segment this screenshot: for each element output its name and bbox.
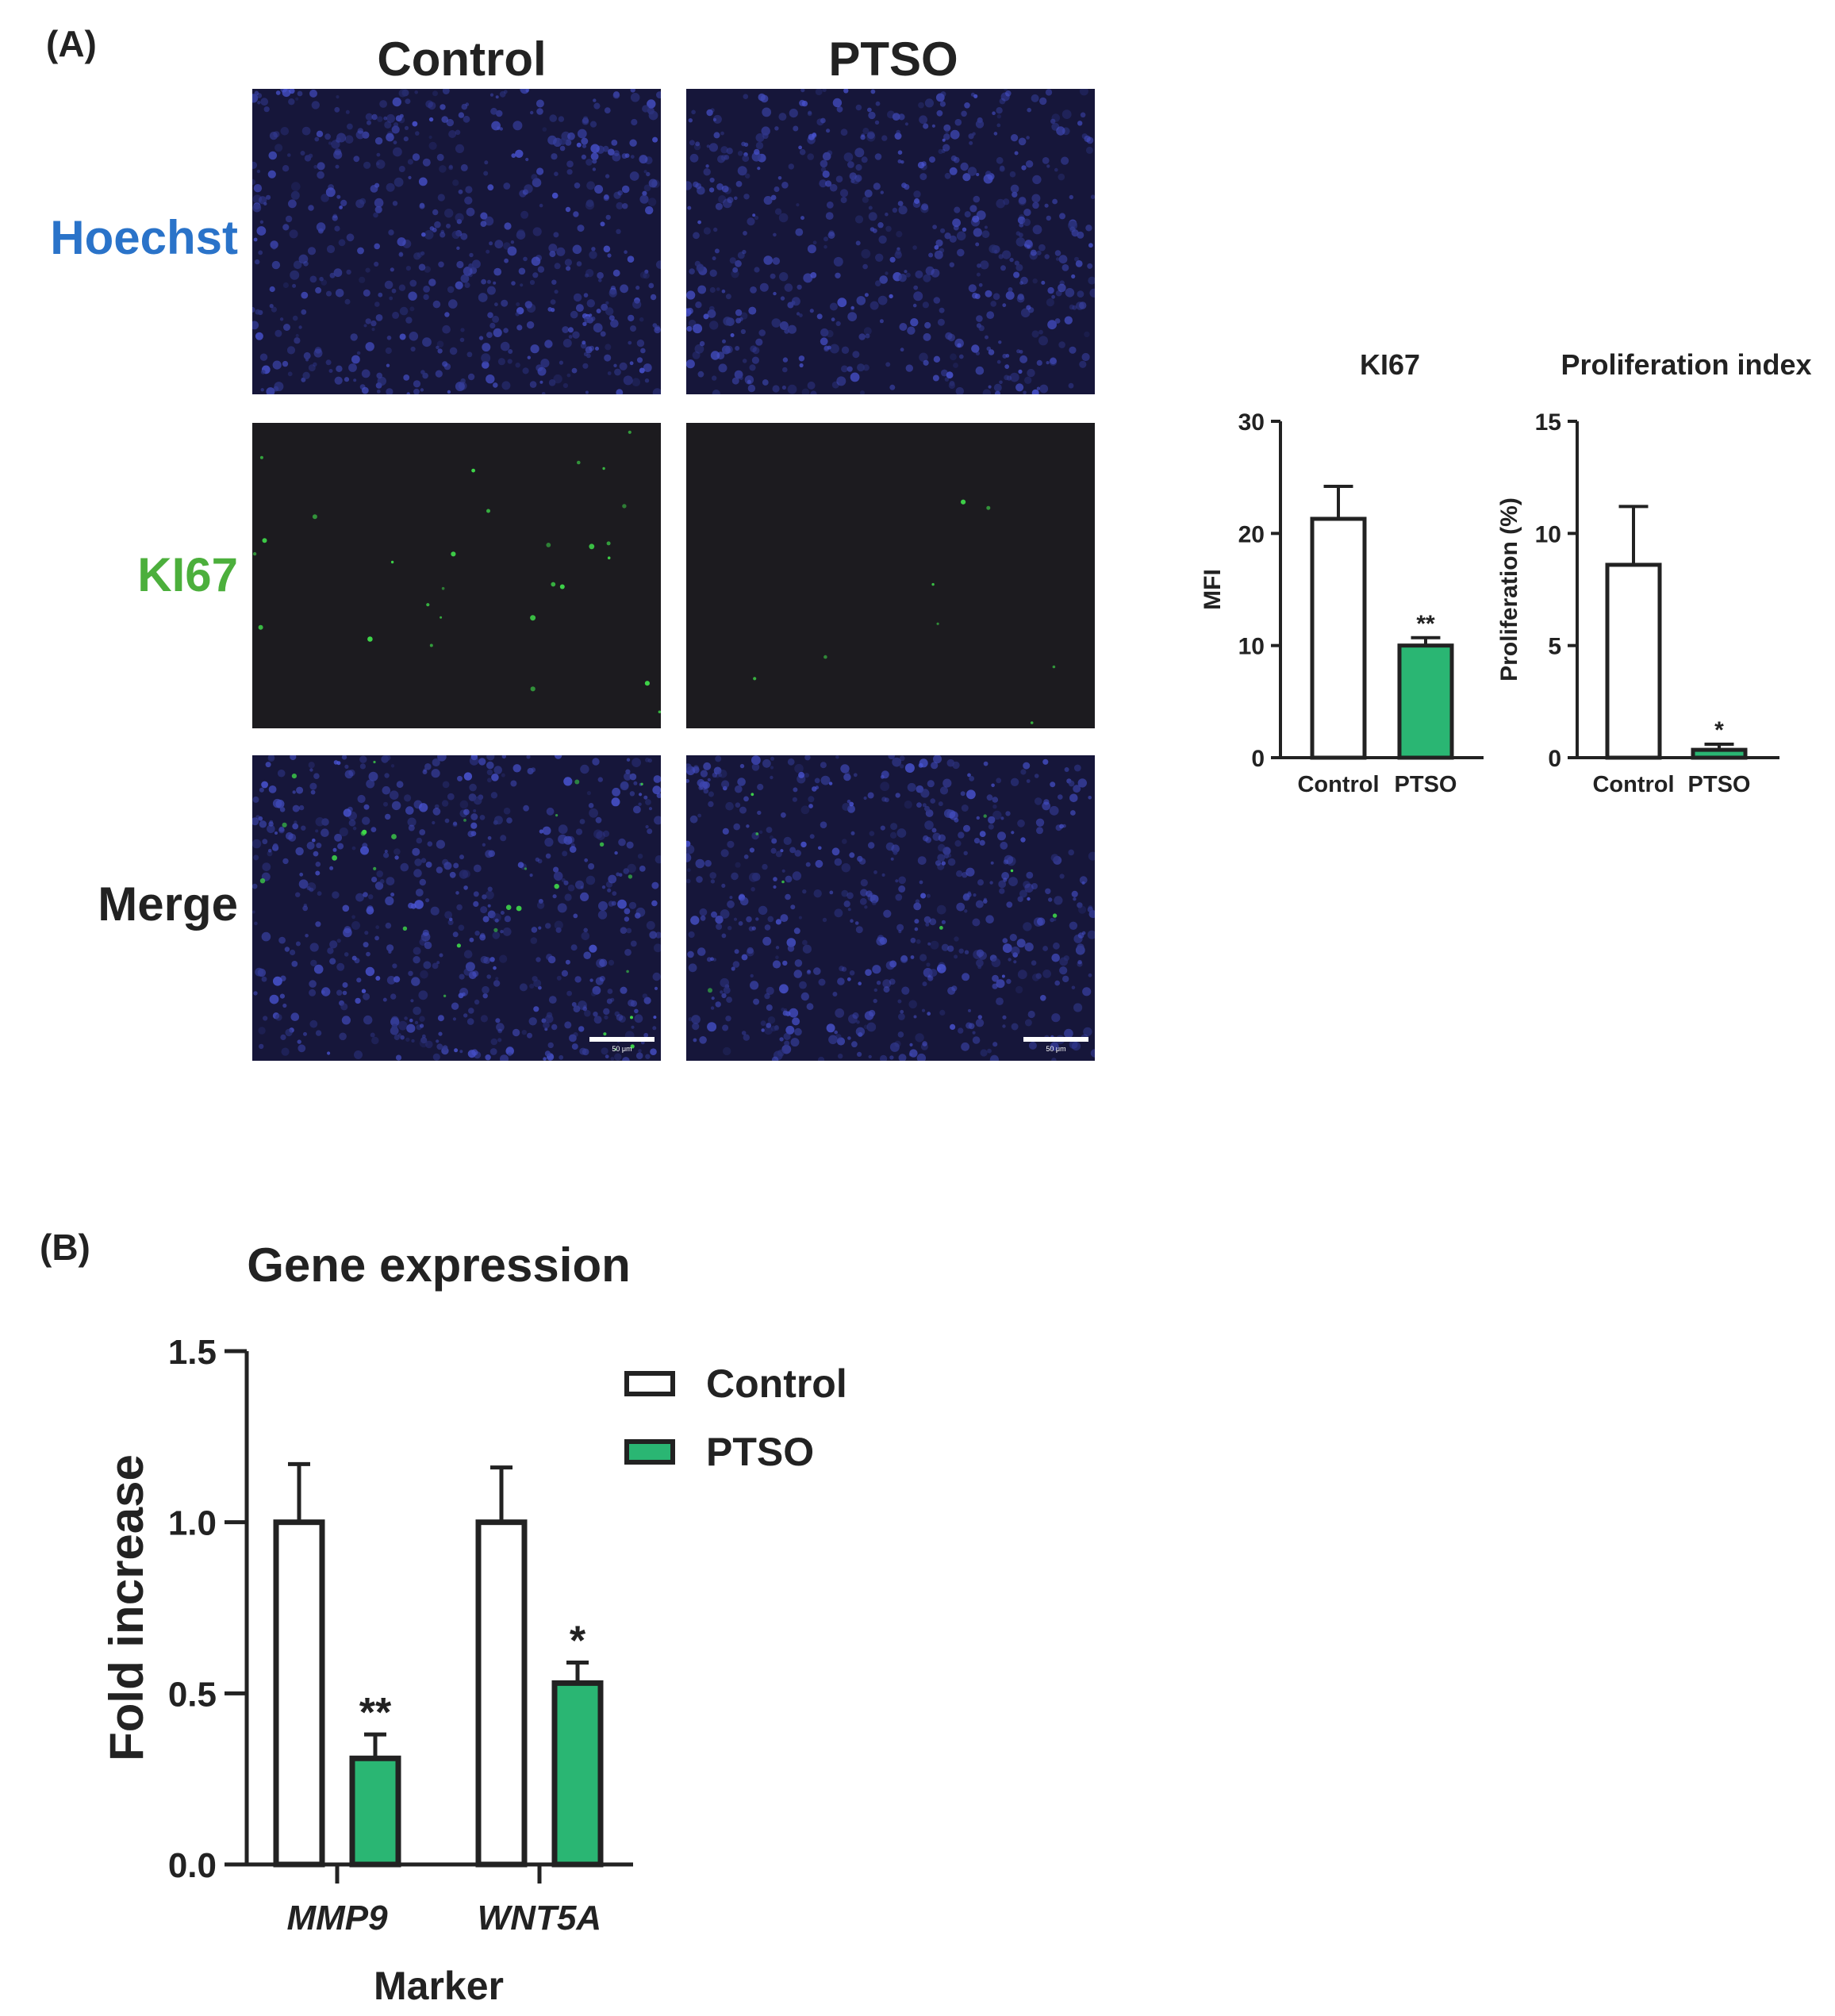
x-tick-label: Control: [1297, 772, 1379, 797]
y-tick-label: 1.0: [168, 1504, 217, 1543]
x-tick-label: MMP9: [286, 1899, 388, 1937]
panel-a-label: (A): [46, 23, 97, 64]
bar-ptso: [1691, 747, 1748, 760]
y-tick-label: 20: [1238, 521, 1265, 547]
y-tick-label: 1.5: [168, 1333, 217, 1372]
legend-swatch-control: [624, 1371, 675, 1396]
y-tick-label: 0: [1251, 746, 1265, 772]
chart-title: Gene expression: [247, 1238, 631, 1292]
significance-mark: **: [359, 1690, 392, 1736]
legend-label-ptso: PTSO: [706, 1430, 814, 1474]
y-axis-label: MFI: [1200, 569, 1226, 610]
micrograph-hoechst-control: [252, 89, 661, 394]
legend-swatch-ptso: [624, 1439, 675, 1465]
micrograph-hoechst-ptso: [686, 89, 1095, 394]
panel-b-label: (B): [40, 1227, 90, 1268]
y-tick-label: 15: [1535, 409, 1561, 436]
micrograph-ki67-ptso: [686, 423, 1095, 728]
row-label-merge: Merge: [98, 877, 238, 931]
significance-mark: *: [570, 1619, 586, 1665]
scale-bar: [589, 1037, 655, 1042]
x-tick-label: PTSO: [1688, 772, 1751, 797]
column-header-control: Control: [377, 33, 547, 86]
legend-label-control: Control: [706, 1361, 847, 1406]
scale-bar-label: 50 μm: [1046, 1045, 1066, 1053]
y-tick-label: 0.0: [168, 1846, 217, 1885]
scale-bar-label: 50 μm: [612, 1045, 632, 1053]
row-label-hoechst: Hoechst: [50, 211, 238, 264]
y-axis-label: Proliferation (%): [1496, 497, 1522, 682]
x-tick-label: PTSO: [1395, 772, 1457, 797]
x-tick-label: WNT5A: [478, 1899, 601, 1937]
bar-ptso-wnt5a: [551, 1680, 604, 1868]
scale-bar: [1023, 1037, 1088, 1042]
x-axis-label: Marker: [374, 1964, 504, 2008]
bar-control-mmp9: [273, 1519, 325, 1868]
significance-mark: *: [1714, 717, 1724, 743]
bar-control: [1605, 563, 1662, 760]
y-tick-label: 30: [1238, 409, 1265, 436]
bar-ptso: [1397, 643, 1454, 760]
y-tick-label: 10: [1238, 634, 1265, 660]
significance-mark: **: [1416, 611, 1435, 637]
bar-ptso-mmp9: [349, 1755, 401, 1868]
y-tick-label: 0: [1548, 746, 1561, 772]
micrograph-ki67-control: [252, 423, 661, 728]
y-tick-label: 5: [1548, 634, 1561, 660]
chart-title: KI67: [1360, 348, 1420, 381]
chart-title: Proliferation index: [1561, 348, 1811, 381]
bar-control-wnt5a: [475, 1519, 528, 1868]
micrograph-merge-ptso: 50 μm: [686, 755, 1095, 1061]
row-label-ki67: KI67: [137, 548, 238, 601]
bar-control: [1310, 516, 1367, 760]
y-tick-label: 0.5: [168, 1675, 217, 1714]
x-tick-label: Control: [1592, 772, 1674, 797]
y-tick-label: 10: [1535, 521, 1561, 547]
column-header-ptso: PTSO: [828, 33, 958, 86]
y-axis-label: Fold increase: [100, 1454, 153, 1761]
micrograph-merge-control: 50 μm: [252, 755, 661, 1061]
